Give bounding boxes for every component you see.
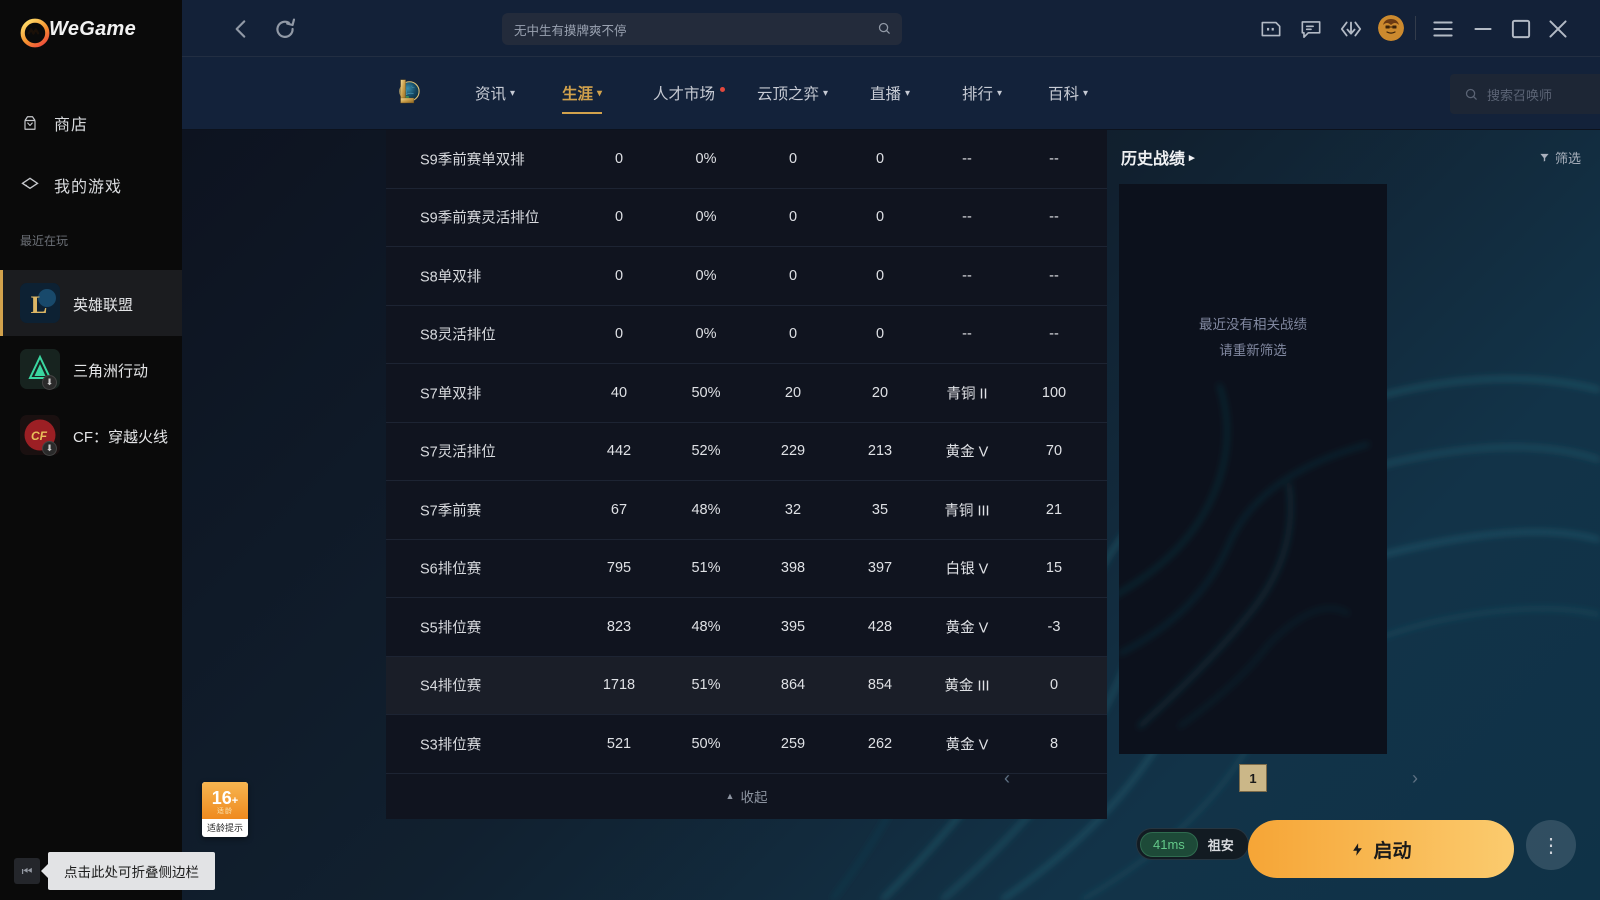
- svg-text:L: L: [31, 292, 48, 319]
